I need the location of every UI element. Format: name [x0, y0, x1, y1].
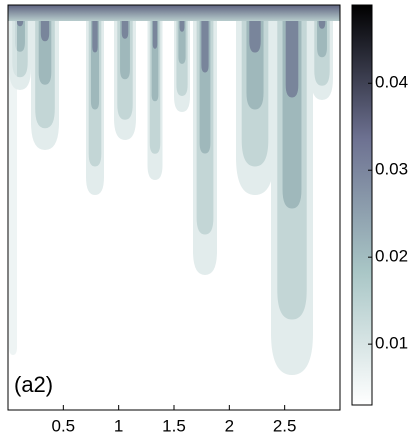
top-band — [8, 5, 340, 21]
colorbar-tick-label: 0.01 — [375, 334, 408, 353]
x-tick-label: 2.5 — [273, 416, 297, 435]
finger — [9, 5, 17, 355]
finger — [201, 5, 209, 73]
x-tick-label: 2 — [225, 416, 234, 435]
x-tick-label: 1.5 — [162, 416, 186, 435]
contour-field — [8, 5, 340, 375]
colorbar-tick-label: 0.04 — [375, 73, 408, 92]
colorbar — [351, 4, 373, 406]
colorbar-tick-label: 0.02 — [375, 247, 408, 266]
colorbar-tick-label: 0.03 — [375, 160, 408, 179]
x-tick-label: 1 — [114, 416, 123, 435]
finger — [285, 5, 299, 98]
x-tick-label: 0.5 — [52, 416, 76, 435]
panel-label: (a2) — [14, 372, 53, 397]
